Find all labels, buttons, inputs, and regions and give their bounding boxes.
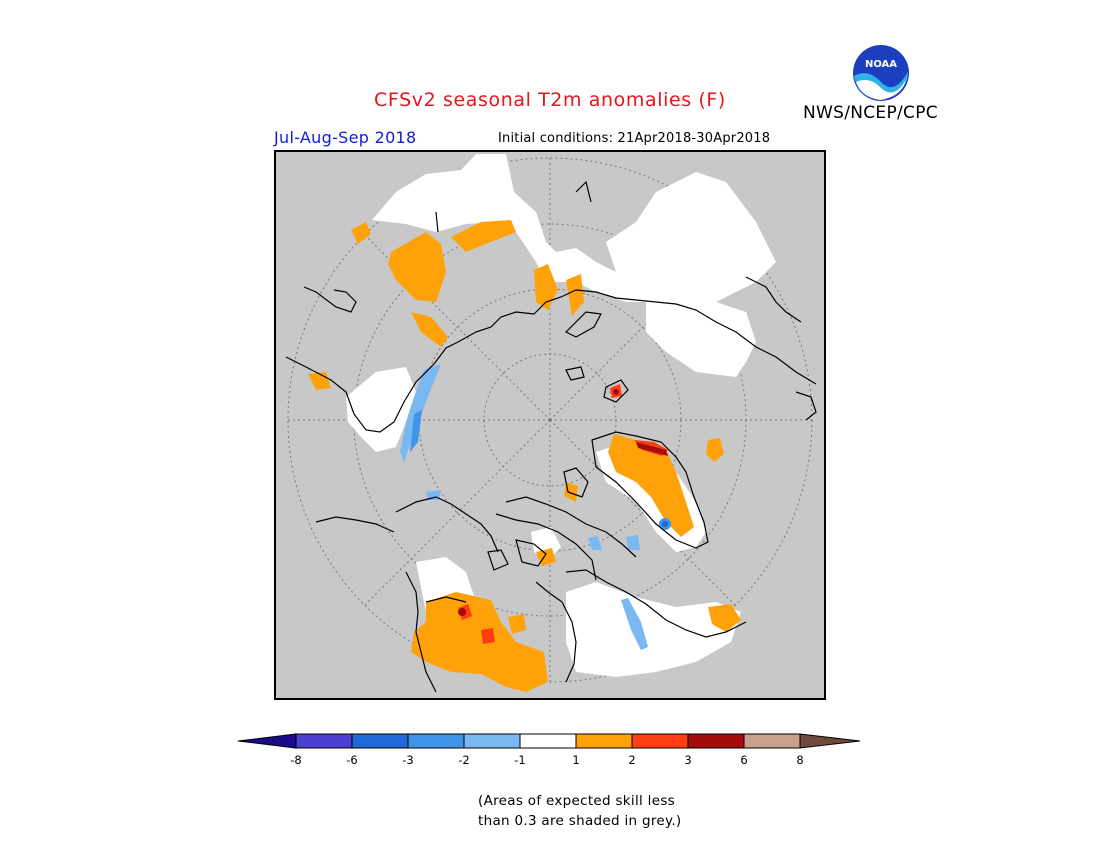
legend-swatch-1-2 xyxy=(575,733,633,749)
initial-conditions-label: Initial conditions: 21Apr2018-30Apr2018 xyxy=(498,131,771,146)
chart-title: CFSv2 seasonal T2m anomalies (F) xyxy=(374,89,726,111)
season-label: Jul-Aug-Sep 2018 xyxy=(274,128,417,147)
skill-footnote: (Areas of expected skill less than 0.3 a… xyxy=(478,791,682,831)
warm-anomaly-3-6 xyxy=(458,389,668,616)
legend-tick-neg3: -3 xyxy=(402,753,413,767)
legend-tick-3: 3 xyxy=(684,753,691,767)
legend-tick-1: 1 xyxy=(572,753,579,767)
legend-tick-neg2: -2 xyxy=(458,753,469,767)
legend-tick-8: 8 xyxy=(796,753,803,767)
legend-tick-neg8: -8 xyxy=(290,753,301,767)
footnote-line-1: (Areas of expected skill less xyxy=(478,793,675,809)
legend-swatch-6-8 xyxy=(743,733,801,749)
color-scale-bar: -8 -6 -3 -2 -1 1 2 3 6 8 xyxy=(238,733,861,767)
near-normal-regions xyxy=(346,154,776,677)
legend-swatch-below-neg8 xyxy=(238,733,297,749)
footnote-line-2: than 0.3 are shaded in grey.) xyxy=(478,813,682,829)
noaa-logo: NOAA xyxy=(851,43,911,103)
legend-swatch-2-3 xyxy=(631,733,689,749)
legend-tick-6: 6 xyxy=(740,753,747,767)
map-panel xyxy=(274,150,826,700)
polar-map xyxy=(285,154,817,693)
legend-swatch-neg8-neg6 xyxy=(295,733,353,749)
coastlines xyxy=(285,180,817,693)
legend-tick-neg6: -6 xyxy=(346,753,357,767)
legend-tick-neg1: -1 xyxy=(514,753,525,767)
legend-swatch-neg1-1 xyxy=(519,733,577,749)
cool-anomaly-neg6-neg3 xyxy=(662,521,668,527)
legend-tick-2: 2 xyxy=(628,753,635,767)
warm-anomaly-1-2 xyxy=(308,220,741,692)
legend-swatch-neg6-neg3 xyxy=(351,733,409,749)
logo-text: NOAA xyxy=(865,59,897,70)
legend-swatch-neg3-neg2 xyxy=(407,733,465,749)
legend-swatch-above-8 xyxy=(799,733,861,749)
agency-label: NWS/NCEP/CPC xyxy=(803,103,938,123)
legend-swatch-neg2-neg1 xyxy=(463,733,521,749)
legend-swatch-3-6 xyxy=(687,733,745,749)
